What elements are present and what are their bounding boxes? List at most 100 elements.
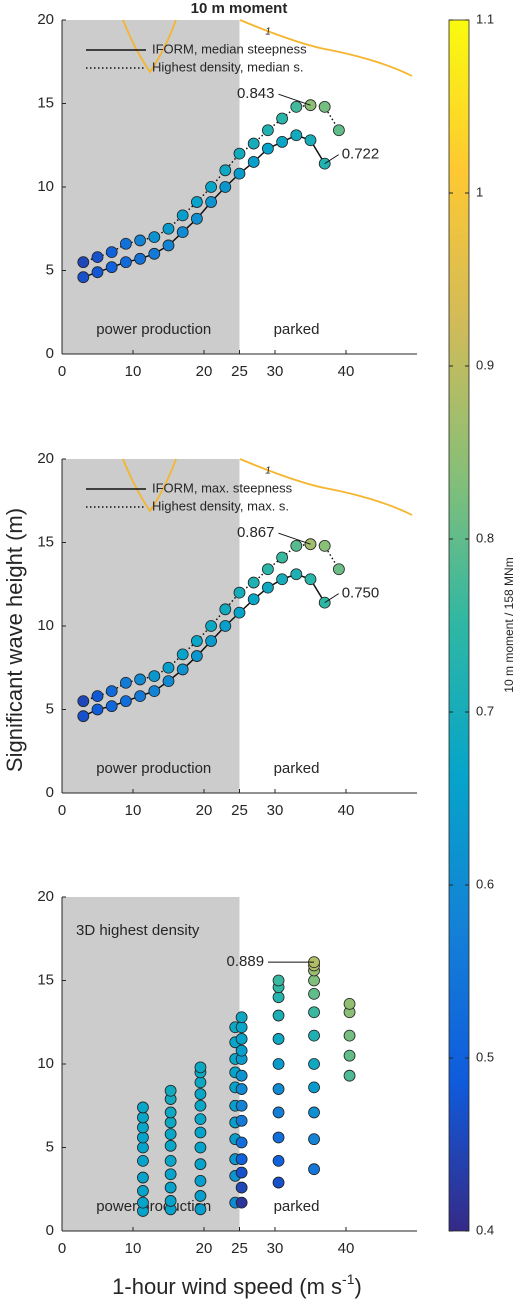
marker	[194, 1158, 207, 1171]
marker	[120, 676, 132, 689]
marker	[304, 573, 317, 586]
marker	[261, 563, 274, 576]
annotation-leader	[324, 593, 339, 604]
marker	[91, 690, 104, 703]
marker	[162, 661, 175, 674]
contour-label: 1	[265, 27, 271, 38]
marker	[219, 164, 232, 177]
y-tick-label: 0	[46, 784, 54, 801]
marker	[164, 1181, 177, 1194]
marker	[247, 593, 260, 606]
marker	[137, 1154, 149, 1167]
marker	[235, 1153, 248, 1166]
marker	[194, 1126, 207, 1139]
contour: 1	[122, 458, 413, 516]
colorbar	[448, 19, 470, 1232]
x-tick-label: 20	[196, 1240, 213, 1257]
marker	[190, 212, 203, 225]
marker	[290, 100, 303, 113]
y-tick-label: 10	[37, 1055, 54, 1072]
marker	[233, 147, 246, 160]
marker	[164, 1168, 177, 1181]
annotation: 0.843	[237, 85, 275, 102]
x-tick-label: 20	[196, 363, 213, 380]
marker	[91, 251, 104, 264]
colorbar-tick-label: 0.5	[476, 1049, 494, 1064]
marker	[164, 1084, 177, 1097]
marker	[219, 620, 232, 632]
marker	[318, 100, 331, 113]
marker	[235, 1099, 248, 1112]
marker	[134, 252, 147, 265]
y-tick-label: 15	[37, 94, 54, 111]
y-tick-label: 20	[37, 11, 54, 28]
x-tick-label: 40	[338, 802, 355, 819]
marker	[137, 1185, 149, 1197]
marker	[164, 1154, 177, 1167]
marker	[308, 1163, 320, 1176]
y-tick-label: 0	[46, 1222, 54, 1239]
marker	[247, 156, 260, 168]
marker	[164, 1106, 177, 1119]
annotation: 0.750	[342, 585, 380, 602]
y-tick-label: 5	[46, 1138, 54, 1155]
y-tick-label: 5	[46, 700, 54, 717]
marker	[77, 271, 90, 284]
marker	[105, 261, 118, 274]
marker	[308, 1133, 320, 1146]
marker	[235, 1114, 248, 1127]
marker	[290, 129, 303, 142]
marker	[235, 1044, 248, 1057]
colorbar-tick-label: 1.1	[476, 11, 494, 26]
marker	[190, 196, 203, 208]
region-label: power production	[96, 760, 211, 777]
marker	[176, 648, 189, 661]
annotation-leader	[324, 154, 339, 165]
marker	[137, 1171, 149, 1184]
series-label: 3D highest density	[76, 922, 200, 939]
x-tick-label: 10	[125, 802, 142, 819]
marker	[272, 991, 285, 1004]
x-tick-label: 30	[267, 802, 284, 819]
marker	[148, 670, 161, 682]
marker	[148, 247, 161, 260]
marker	[272, 1154, 285, 1167]
x-tick-label: 10	[125, 363, 142, 380]
x-tick-label: 25	[231, 1240, 248, 1257]
colorbar-tick-label: 0.8	[476, 530, 494, 545]
annotation: 0.722	[342, 146, 380, 163]
marker	[276, 551, 289, 564]
marker	[162, 239, 175, 252]
marker	[205, 635, 218, 647]
marker	[272, 1106, 285, 1119]
marker	[272, 1009, 285, 1022]
panel: 0 5 10 15 20 0 10 20 25 30 40 power production parke…	[37, 888, 417, 1257]
marker	[219, 181, 232, 193]
y-tick-label: 10	[37, 178, 54, 195]
marker	[272, 1033, 285, 1045]
marker	[308, 1006, 320, 1019]
colorbar-tick-label: 0.4	[476, 1222, 494, 1237]
marker	[134, 673, 147, 686]
region-label: power production	[96, 321, 211, 338]
marker	[235, 1011, 248, 1024]
marker	[190, 635, 203, 647]
shaded-region	[62, 897, 240, 1231]
marker	[343, 1069, 356, 1082]
colorbar-tick-label: 0.6	[476, 876, 494, 891]
marker	[276, 573, 289, 586]
contour-line	[122, 458, 177, 513]
marker	[235, 1166, 248, 1179]
marker	[120, 237, 132, 250]
y-axis-label: Significant wave height (m)	[2, 508, 27, 772]
marker	[120, 695, 132, 708]
marker	[343, 997, 356, 1010]
colorbar-tick-label: 0.9	[476, 357, 494, 372]
colorbar-tick-label: 1	[476, 184, 483, 199]
marker	[272, 974, 285, 987]
marker	[164, 1128, 177, 1141]
marker	[105, 700, 118, 713]
contour-label: 1	[265, 466, 271, 477]
